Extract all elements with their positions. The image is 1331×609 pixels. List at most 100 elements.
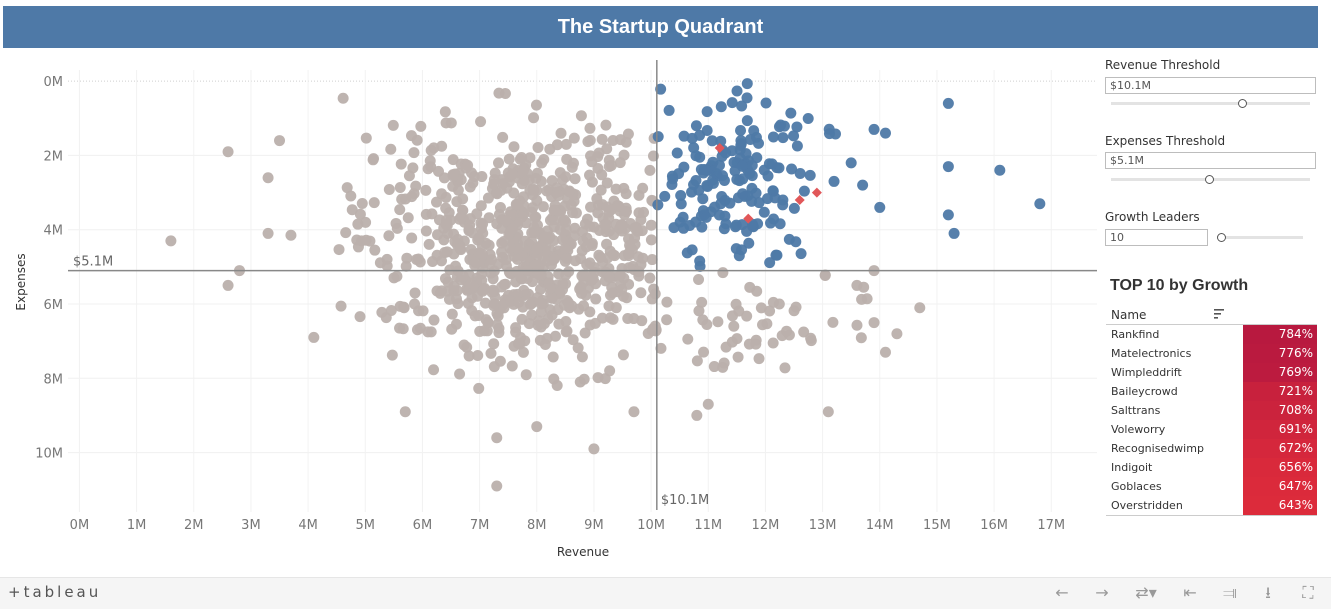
- gray-data-point[interactable]: [491, 188, 503, 200]
- gray-data-point[interactable]: [632, 251, 644, 263]
- gray-data-point[interactable]: [614, 157, 626, 169]
- gray-data-point[interactable]: [431, 285, 443, 297]
- blue-data-point[interactable]: [791, 121, 803, 133]
- gray-data-point[interactable]: [682, 333, 694, 345]
- blue-data-point[interactable]: [783, 233, 795, 245]
- blue-data-point[interactable]: [652, 131, 664, 143]
- blue-data-point[interactable]: [731, 85, 743, 97]
- gray-data-point[interactable]: [385, 304, 397, 316]
- gray-data-point[interactable]: [410, 180, 422, 192]
- blue-data-point[interactable]: [771, 249, 783, 261]
- gray-data-point[interactable]: [480, 314, 492, 326]
- gray-data-point[interactable]: [394, 322, 406, 334]
- gray-data-point[interactable]: [469, 310, 481, 322]
- gray-data-point[interactable]: [753, 353, 765, 365]
- gray-data-point[interactable]: [508, 141, 520, 153]
- gray-data-point[interactable]: [649, 320, 661, 332]
- gray-data-point[interactable]: [531, 421, 543, 433]
- blue-data-point[interactable]: [773, 121, 785, 133]
- gray-data-point[interactable]: [356, 197, 368, 209]
- blue-data-point[interactable]: [942, 209, 954, 221]
- gray-data-point[interactable]: [701, 318, 713, 330]
- gray-data-point[interactable]: [408, 147, 420, 159]
- blue-data-point[interactable]: [823, 123, 835, 135]
- gray-data-point[interactable]: [436, 188, 448, 200]
- gray-data-point[interactable]: [447, 170, 459, 182]
- table-row[interactable]: Baileycrowd 721%: [1106, 382, 1317, 401]
- blue-data-point[interactable]: [655, 83, 667, 95]
- gray-data-point[interactable]: [528, 184, 540, 196]
- gray-data-point[interactable]: [552, 304, 564, 316]
- blue-data-point[interactable]: [798, 185, 810, 197]
- gray-data-point[interactable]: [596, 133, 608, 145]
- gray-data-point[interactable]: [394, 300, 406, 312]
- blue-data-point[interactable]: [673, 168, 685, 180]
- gray-data-point[interactable]: [595, 251, 607, 263]
- gray-data-point[interactable]: [506, 168, 518, 180]
- gray-data-point[interactable]: [341, 182, 353, 194]
- gray-data-point[interactable]: [891, 328, 903, 340]
- gray-data-point[interactable]: [493, 157, 505, 169]
- gray-data-point[interactable]: [636, 315, 648, 327]
- gray-data-point[interactable]: [337, 92, 349, 104]
- gray-data-point[interactable]: [614, 134, 626, 146]
- gray-data-point[interactable]: [591, 193, 603, 205]
- gray-data-point[interactable]: [423, 238, 435, 250]
- undo-icon[interactable]: ←: [1055, 583, 1069, 602]
- gray-data-point[interactable]: [532, 141, 544, 153]
- gray-data-point[interactable]: [561, 252, 573, 264]
- gray-data-point[interactable]: [485, 347, 497, 359]
- blue-data-point[interactable]: [690, 175, 702, 187]
- gray-data-point[interactable]: [472, 350, 484, 362]
- gray-data-point[interactable]: [629, 232, 641, 244]
- blue-data-point[interactable]: [751, 152, 763, 164]
- gray-data-point[interactable]: [603, 271, 615, 283]
- gray-data-point[interactable]: [506, 223, 518, 235]
- blue-data-point[interactable]: [804, 169, 816, 181]
- gray-data-point[interactable]: [661, 296, 673, 308]
- gray-data-point[interactable]: [549, 253, 561, 265]
- redo-icon[interactable]: →: [1095, 583, 1109, 602]
- gray-data-point[interactable]: [535, 306, 547, 318]
- blue-data-point[interactable]: [857, 179, 869, 191]
- gray-data-point[interactable]: [526, 276, 538, 288]
- gray-data-point[interactable]: [426, 208, 438, 220]
- gray-data-point[interactable]: [617, 349, 629, 361]
- gray-data-point[interactable]: [483, 239, 495, 251]
- blue-data-point[interactable]: [785, 107, 797, 119]
- gray-data-point[interactable]: [409, 287, 421, 299]
- gray-data-point[interactable]: [512, 253, 524, 265]
- gray-data-point[interactable]: [646, 293, 658, 305]
- blue-data-point[interactable]: [791, 140, 803, 152]
- gray-data-point[interactable]: [741, 310, 753, 322]
- gray-data-point[interactable]: [779, 362, 791, 374]
- gray-data-point[interactable]: [563, 185, 575, 197]
- table-row[interactable]: Salttrans 708%: [1106, 401, 1317, 420]
- gray-data-point[interactable]: [569, 173, 581, 185]
- gray-data-point[interactable]: [693, 305, 705, 317]
- gray-data-point[interactable]: [642, 327, 654, 339]
- gray-data-point[interactable]: [541, 185, 553, 197]
- gray-data-point[interactable]: [493, 87, 505, 99]
- blue-data-point[interactable]: [697, 193, 709, 205]
- gray-data-point[interactable]: [501, 182, 513, 194]
- gray-data-point[interactable]: [620, 206, 632, 218]
- gray-data-point[interactable]: [717, 267, 729, 279]
- gray-data-point[interactable]: [454, 368, 466, 380]
- blue-data-point[interactable]: [666, 179, 678, 191]
- gray-data-point[interactable]: [504, 242, 516, 254]
- gray-data-point[interactable]: [422, 326, 434, 338]
- gray-data-point[interactable]: [457, 193, 469, 205]
- gray-data-point[interactable]: [622, 128, 634, 140]
- blue-data-point[interactable]: [678, 222, 690, 234]
- gray-data-point[interactable]: [406, 191, 418, 203]
- gray-data-point[interactable]: [402, 212, 414, 224]
- blue-data-point[interactable]: [720, 218, 732, 230]
- gray-data-point[interactable]: [438, 172, 450, 184]
- gray-data-point[interactable]: [546, 292, 558, 304]
- gray-data-point[interactable]: [572, 342, 584, 354]
- gray-data-point[interactable]: [368, 197, 380, 209]
- gray-data-point[interactable]: [494, 201, 506, 213]
- gray-data-point[interactable]: [554, 224, 566, 236]
- blue-data-point[interactable]: [726, 97, 738, 109]
